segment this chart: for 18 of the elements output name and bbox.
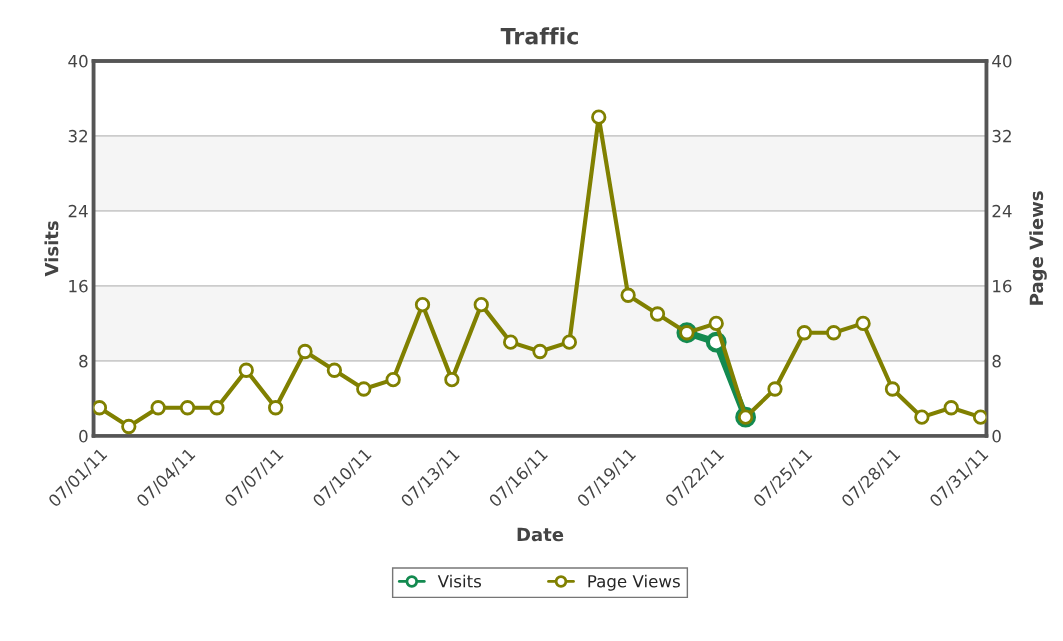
y2-tick-label: 8 [992,354,1001,368]
y2-tick-label: 16 [993,279,1012,293]
y2-tick-label: 0 [992,429,1001,443]
chart-title: Traffic [500,27,578,45]
y-axis-title: Visits [44,221,59,277]
y-tick-label: 0 [79,429,88,443]
y2-tick-label: 40 [992,54,1012,68]
y-tick-label: 32 [68,129,88,143]
x-axis-title: Date [517,527,564,542]
legend-label: Page Views [588,574,680,591]
y-tick-label: 16 [69,279,88,293]
legend-label: Visits [437,574,482,588]
y-tick-label: 24 [68,204,88,218]
y-tick-label: 40 [68,54,88,68]
y2-tick-label: 32 [992,129,1011,143]
y-tick-label: 8 [79,354,88,368]
y2-tick-label: 24 [992,204,1012,218]
y2-axis-title: Page Views [1029,191,1047,305]
